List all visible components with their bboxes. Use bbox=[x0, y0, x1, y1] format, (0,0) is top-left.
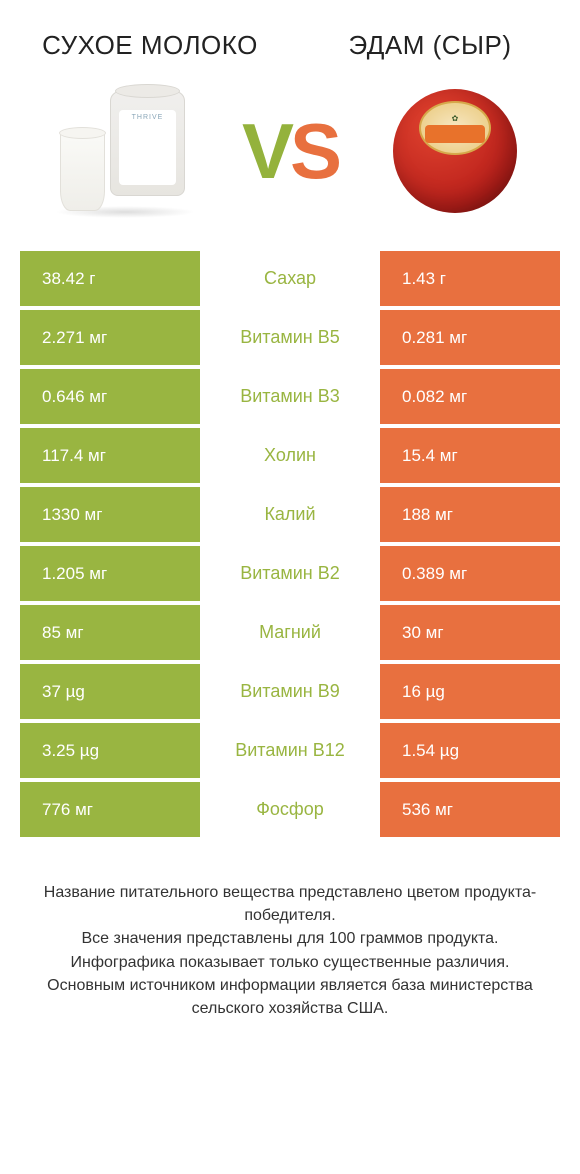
vs-label: VS bbox=[242, 106, 338, 197]
footer-line: Основным источником информации является … bbox=[30, 974, 550, 1020]
table-row: 38.42 гСахар1.43 г bbox=[20, 251, 560, 306]
cell-nutrient-label: Калий bbox=[200, 487, 380, 542]
cell-nutrient-label: Витамин B3 bbox=[200, 369, 380, 424]
comparison-table: 38.42 гСахар1.43 г2.271 мгВитамин B50.28… bbox=[0, 251, 580, 837]
table-row: 0.646 мгВитамин B30.082 мг bbox=[20, 369, 560, 424]
cell-left-value: 0.646 мг bbox=[20, 369, 200, 424]
table-row: 776 мгФосфор536 мг bbox=[20, 782, 560, 837]
cell-left-value: 38.42 г bbox=[20, 251, 200, 306]
cell-left-value: 37 µg bbox=[20, 664, 200, 719]
vs-s: S bbox=[290, 107, 338, 195]
images-row: THRIVE VS ✿ bbox=[0, 71, 580, 251]
cell-right-value: 1.54 µg bbox=[380, 723, 560, 778]
table-row: 85 мгМагний30 мг bbox=[20, 605, 560, 660]
cell-right-value: 15.4 мг bbox=[380, 428, 560, 483]
cheese-illustration: ✿ bbox=[385, 81, 525, 221]
table-row: 2.271 мгВитамин B50.281 мг bbox=[20, 310, 560, 365]
cell-left-value: 2.271 мг bbox=[20, 310, 200, 365]
cell-right-value: 0.281 мг bbox=[380, 310, 560, 365]
cell-nutrient-label: Сахар bbox=[200, 251, 380, 306]
cell-nutrient-label: Фосфор bbox=[200, 782, 380, 837]
table-row: 3.25 µgВитамин B121.54 µg bbox=[20, 723, 560, 778]
table-row: 1.205 мгВитамин B20.389 мг bbox=[20, 546, 560, 601]
product-left-title: СУХОЕ МОЛОКО bbox=[40, 30, 260, 61]
product-left-image: THRIVE bbox=[50, 81, 200, 221]
cell-right-value: 0.082 мг bbox=[380, 369, 560, 424]
cell-left-value: 776 мг bbox=[20, 782, 200, 837]
cell-nutrient-label: Витамин B9 bbox=[200, 664, 380, 719]
vs-v: V bbox=[242, 107, 290, 195]
cell-right-value: 0.389 мг bbox=[380, 546, 560, 601]
footer-notes: Название питательного вещества представл… bbox=[0, 841, 580, 1020]
cell-right-value: 188 мг bbox=[380, 487, 560, 542]
cell-left-value: 1330 мг bbox=[20, 487, 200, 542]
cell-left-value: 85 мг bbox=[20, 605, 200, 660]
product-right-title: ЭДАМ (СЫР) bbox=[320, 30, 540, 61]
table-row: 37 µgВитамин B916 µg bbox=[20, 664, 560, 719]
product-right-image: ✿ bbox=[380, 81, 530, 221]
cell-right-value: 536 мг bbox=[380, 782, 560, 837]
cell-left-value: 117.4 мг bbox=[20, 428, 200, 483]
table-row: 1330 мгКалий188 мг bbox=[20, 487, 560, 542]
cell-nutrient-label: Магний bbox=[200, 605, 380, 660]
cell-nutrient-label: Холин bbox=[200, 428, 380, 483]
cell-right-value: 16 µg bbox=[380, 664, 560, 719]
cell-right-value: 1.43 г bbox=[380, 251, 560, 306]
cell-nutrient-label: Витамин B12 bbox=[200, 723, 380, 778]
cell-nutrient-label: Витамин B5 bbox=[200, 310, 380, 365]
footer-line: Все значения представлены для 100 граммо… bbox=[30, 927, 550, 950]
table-row: 117.4 мгХолин15.4 мг bbox=[20, 428, 560, 483]
footer-line: Название питательного вещества представл… bbox=[30, 881, 550, 927]
cell-nutrient-label: Витамин B2 bbox=[200, 546, 380, 601]
cell-left-value: 3.25 µg bbox=[20, 723, 200, 778]
milk-illustration: THRIVE bbox=[55, 86, 195, 216]
footer-line: Инфографика показывает только существенн… bbox=[30, 951, 550, 974]
header: СУХОЕ МОЛОКО ЭДАМ (СЫР) bbox=[0, 0, 580, 71]
cell-right-value: 30 мг bbox=[380, 605, 560, 660]
cell-left-value: 1.205 мг bbox=[20, 546, 200, 601]
